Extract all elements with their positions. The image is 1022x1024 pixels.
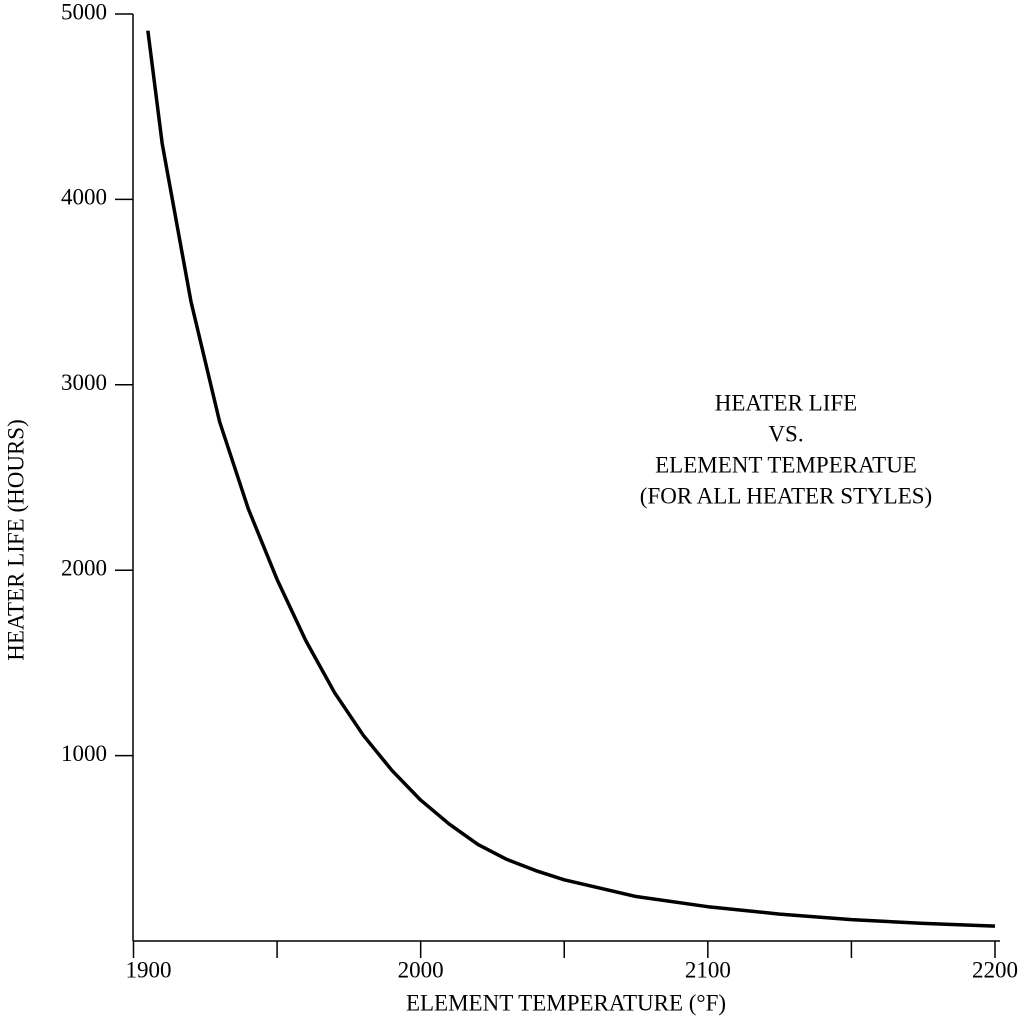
y-tick-label: 2000 [61, 555, 107, 580]
y-tick-label: 3000 [61, 370, 107, 395]
x-tick-label: 2200 [972, 957, 1018, 982]
x-tick-label: 1900 [126, 957, 172, 982]
annotation: VS. [768, 421, 803, 446]
y-tick-label: 1000 [61, 741, 107, 766]
annotation: HEATER LIFE [715, 390, 857, 415]
annotation: (FOR ALL HEATER STYLES) [640, 483, 932, 508]
y-axis-label: HEATER LIFE (HOURS) [3, 419, 28, 661]
x-tick-label: 2100 [685, 957, 731, 982]
x-axis-label: ELEMENT TEMPERATURE (°F) [406, 990, 726, 1015]
x-tick-label: 2000 [398, 957, 444, 982]
line [146, 30, 996, 928]
y-tick-label: 4000 [61, 185, 107, 210]
y-tick-label: 5000 [61, 0, 107, 24]
annotation: ELEMENT TEMPERATUE [655, 452, 917, 477]
